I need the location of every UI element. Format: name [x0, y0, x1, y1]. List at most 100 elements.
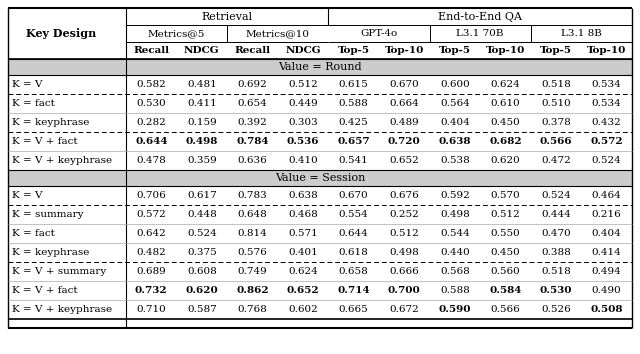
Text: 0.700: 0.700: [388, 286, 420, 295]
Text: 0.615: 0.615: [339, 80, 369, 89]
Text: 0.449: 0.449: [288, 99, 318, 108]
Text: Value = Session: Value = Session: [275, 173, 365, 183]
Text: 0.638: 0.638: [288, 191, 318, 200]
Text: 0.692: 0.692: [237, 80, 268, 89]
Text: 0.359: 0.359: [187, 156, 217, 165]
Text: 0.518: 0.518: [541, 267, 571, 276]
Text: 0.588: 0.588: [339, 99, 369, 108]
Text: K = keyphrase: K = keyphrase: [12, 118, 90, 127]
Text: 0.592: 0.592: [440, 191, 470, 200]
Text: 0.388: 0.388: [541, 248, 571, 257]
Text: 0.670: 0.670: [389, 80, 419, 89]
Text: 0.689: 0.689: [136, 267, 166, 276]
Text: 0.482: 0.482: [136, 248, 166, 257]
Bar: [8, 59, 632, 75]
Text: 0.512: 0.512: [491, 210, 520, 219]
Text: 0.468: 0.468: [288, 210, 318, 219]
Text: 0.472: 0.472: [541, 156, 571, 165]
Text: 0.714: 0.714: [337, 286, 370, 295]
Text: 0.672: 0.672: [389, 305, 419, 314]
Text: 0.524: 0.524: [541, 191, 571, 200]
Text: 0.448: 0.448: [187, 210, 217, 219]
Text: 0.508: 0.508: [591, 305, 623, 314]
Text: 0.410: 0.410: [288, 156, 318, 165]
Text: 0.706: 0.706: [136, 191, 166, 200]
Text: Top-10: Top-10: [587, 46, 627, 55]
Text: 0.588: 0.588: [440, 286, 470, 295]
Text: 0.518: 0.518: [541, 80, 571, 89]
Text: 0.375: 0.375: [187, 248, 217, 257]
Text: 0.720: 0.720: [388, 137, 420, 146]
Text: 0.481: 0.481: [187, 80, 217, 89]
Text: 0.534: 0.534: [592, 99, 621, 108]
Text: 0.648: 0.648: [237, 210, 268, 219]
Text: 0.620: 0.620: [186, 286, 218, 295]
Text: 0.564: 0.564: [440, 99, 470, 108]
Text: 0.470: 0.470: [541, 229, 571, 238]
Text: 0.216: 0.216: [592, 210, 621, 219]
Text: 0.636: 0.636: [237, 156, 268, 165]
Text: 0.282: 0.282: [136, 118, 166, 127]
Text: 0.544: 0.544: [440, 229, 470, 238]
Bar: [8, 170, 632, 186]
Text: 0.425: 0.425: [339, 118, 369, 127]
Text: 0.664: 0.664: [389, 99, 419, 108]
Text: 0.303: 0.303: [288, 118, 318, 127]
Text: 0.440: 0.440: [440, 248, 470, 257]
Text: 0.624: 0.624: [491, 80, 520, 89]
Text: 0.444: 0.444: [541, 210, 571, 219]
Text: K = V + fact: K = V + fact: [12, 286, 77, 295]
Text: L3.1 8B: L3.1 8B: [561, 29, 602, 38]
Text: 0.644: 0.644: [339, 229, 369, 238]
Text: 0.638: 0.638: [438, 137, 471, 146]
Text: 0.665: 0.665: [339, 305, 369, 314]
Text: 0.538: 0.538: [440, 156, 470, 165]
Text: 0.670: 0.670: [339, 191, 369, 200]
Text: 0.732: 0.732: [135, 286, 168, 295]
Text: 0.610: 0.610: [491, 99, 520, 108]
Text: 0.657: 0.657: [337, 137, 370, 146]
Text: K = fact: K = fact: [12, 99, 55, 108]
Text: 0.768: 0.768: [237, 305, 268, 314]
Text: 0.534: 0.534: [592, 80, 621, 89]
Text: 0.392: 0.392: [237, 118, 268, 127]
Text: 0.498: 0.498: [440, 210, 470, 219]
Text: Metrics@10: Metrics@10: [246, 29, 310, 38]
Text: 0.658: 0.658: [339, 267, 369, 276]
Text: 0.572: 0.572: [590, 137, 623, 146]
Text: 0.862: 0.862: [236, 286, 269, 295]
Text: Top-10: Top-10: [385, 46, 424, 55]
Text: K = V: K = V: [12, 191, 42, 200]
Text: K = V + keyphrase: K = V + keyphrase: [12, 305, 112, 314]
Text: Retrieval: Retrieval: [202, 11, 253, 22]
Text: 0.510: 0.510: [541, 99, 571, 108]
Text: 0.618: 0.618: [339, 248, 369, 257]
Text: 0.572: 0.572: [136, 210, 166, 219]
Text: 0.571: 0.571: [288, 229, 318, 238]
Text: Top-5: Top-5: [338, 46, 370, 55]
Text: 0.602: 0.602: [288, 305, 318, 314]
Text: 0.682: 0.682: [489, 137, 522, 146]
Text: 0.590: 0.590: [438, 305, 471, 314]
Text: Key Design: Key Design: [26, 28, 96, 39]
Text: K = V: K = V: [12, 80, 42, 89]
Text: 0.489: 0.489: [389, 118, 419, 127]
Text: 0.749: 0.749: [237, 267, 268, 276]
Text: 0.411: 0.411: [187, 99, 217, 108]
Text: 0.676: 0.676: [389, 191, 419, 200]
Text: 0.414: 0.414: [592, 248, 621, 257]
Text: 0.710: 0.710: [136, 305, 166, 314]
Text: 0.404: 0.404: [592, 229, 621, 238]
Text: 0.536: 0.536: [287, 137, 319, 146]
Text: 0.620: 0.620: [491, 156, 520, 165]
Text: 0.530: 0.530: [540, 286, 572, 295]
Text: 0.600: 0.600: [440, 80, 470, 89]
Text: 0.524: 0.524: [592, 156, 621, 165]
Text: K = V + summary: K = V + summary: [12, 267, 106, 276]
Text: 0.490: 0.490: [592, 286, 621, 295]
Text: 0.576: 0.576: [237, 248, 268, 257]
Text: 0.566: 0.566: [540, 137, 572, 146]
Text: NDCG: NDCG: [285, 46, 321, 55]
Text: 0.432: 0.432: [592, 118, 621, 127]
Text: 0.814: 0.814: [237, 229, 268, 238]
